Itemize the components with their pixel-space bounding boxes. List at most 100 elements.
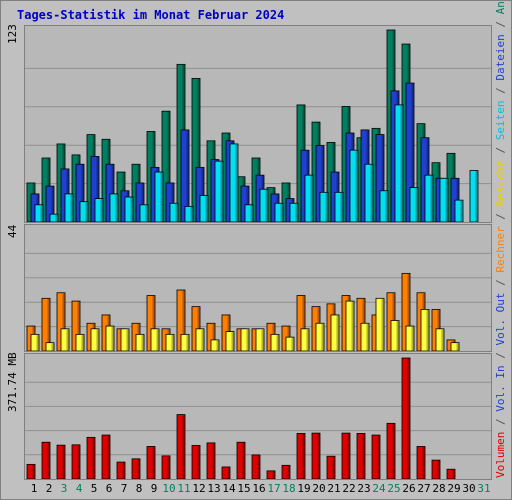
bar-shade xyxy=(47,442,50,479)
bar-seiten-day-22 xyxy=(349,149,359,222)
volume-panel xyxy=(24,353,492,480)
bar-shade xyxy=(437,460,440,479)
bar-seiten-day-19 xyxy=(304,174,314,222)
bar-volumen-day-28 xyxy=(431,459,441,479)
x-axis-day-labels: 1 2 3 4 5 6 7 8 9 10 11 12 13 14 15 16 17 18 19 20 21 22 23 24 2… xyxy=(24,482,491,496)
bar-shade xyxy=(51,186,54,222)
bar-shade xyxy=(81,164,84,222)
bar-volumen-day-3 xyxy=(56,444,66,479)
bar-shade xyxy=(400,105,403,222)
x-tick-label: 7 xyxy=(120,482,128,495)
legend-item: / xyxy=(494,206,507,227)
bar-volumen-day-23 xyxy=(356,433,366,479)
bar-besuche-day-4 xyxy=(75,333,85,351)
bar-volumen-day-5 xyxy=(86,436,96,479)
bar-shade xyxy=(231,332,234,351)
bar-shade xyxy=(115,194,118,222)
bar-shade xyxy=(246,329,249,351)
bar-besuche-day-24 xyxy=(375,297,385,351)
legend-item: Seiten xyxy=(494,100,507,141)
bar-besuche-day-1 xyxy=(30,333,40,351)
bar-shade xyxy=(430,175,433,222)
x-tick-label: 30 xyxy=(462,482,476,495)
bar-volumen-day-25 xyxy=(386,422,396,479)
bar-shade xyxy=(70,194,73,222)
bar-rechner-day-2 xyxy=(41,297,51,351)
bar-shade xyxy=(201,329,204,351)
bar-rechner-day-3 xyxy=(56,292,66,351)
bar-seiten-day-27 xyxy=(424,174,434,222)
bar-dateien-day-12 xyxy=(195,166,205,222)
x-tick-label: 28 xyxy=(432,482,446,495)
bar-besuche-day-14 xyxy=(225,331,235,351)
chart-title: Tages-Statistik im Monat Februar 2024 xyxy=(17,8,285,22)
bar-seiten-day-9 xyxy=(154,171,164,222)
bar-shade xyxy=(460,200,463,222)
bar-shade xyxy=(167,111,170,222)
bar-dateien-day-5 xyxy=(90,156,100,222)
bar-shade xyxy=(257,455,260,479)
bar-dateien-day-20 xyxy=(315,145,325,222)
legend-item: / xyxy=(494,14,507,35)
bar-besuche-day-10 xyxy=(165,333,175,351)
bar-volumen-day-1 xyxy=(26,463,36,479)
bar-shade xyxy=(77,301,80,351)
bar-seiten-day-14 xyxy=(229,143,239,222)
legend-item: / xyxy=(494,411,507,432)
bar-seiten-day-15 xyxy=(244,204,254,222)
bar-dateien-day-8 xyxy=(135,182,145,222)
bar-shade xyxy=(160,172,163,222)
bar-rechner-day-13 xyxy=(206,322,216,351)
bar-shade xyxy=(145,205,148,222)
x-tick-label: 24 xyxy=(372,482,386,495)
bar-shade xyxy=(152,446,155,479)
bar-shade xyxy=(445,178,448,222)
bar-shade xyxy=(96,156,99,222)
bar-shade xyxy=(81,334,84,351)
bar-shade xyxy=(205,195,208,222)
bar-shade xyxy=(452,469,455,479)
legend-item: Vol. In xyxy=(494,365,507,412)
bar-shade xyxy=(295,203,298,222)
bar-shade xyxy=(302,433,305,479)
bar-shade xyxy=(366,323,369,351)
bar-seiten-day-16 xyxy=(259,188,269,222)
x-tick-label: 20 xyxy=(312,482,326,495)
x-tick-label: 21 xyxy=(327,482,341,495)
visits-chart xyxy=(25,252,491,351)
bar-shade xyxy=(362,433,365,479)
bar-volumen-day-27 xyxy=(416,446,426,479)
bar-shade xyxy=(246,186,249,222)
bar-shade xyxy=(392,423,395,479)
bar-shade xyxy=(235,144,238,222)
x-tick-label: 12 xyxy=(192,482,206,495)
bar-shade xyxy=(456,343,459,351)
x-tick-label: 19 xyxy=(297,482,311,495)
bar-shade xyxy=(287,465,290,479)
bar-shade xyxy=(306,329,309,351)
bar-besuche-day-5 xyxy=(90,328,100,351)
bar-besuche-day-6 xyxy=(105,325,115,351)
bar-shade xyxy=(137,459,140,479)
bar-seiten-day-2 xyxy=(49,213,59,222)
bar-shade xyxy=(66,329,69,351)
bar-shade xyxy=(351,301,354,351)
bar-shade xyxy=(385,191,388,222)
bar-seiten-day-24 xyxy=(379,190,389,222)
bar-shade xyxy=(62,445,65,479)
bar-besuche-day-23 xyxy=(360,322,370,351)
bar-shade xyxy=(396,321,399,351)
bar-shade xyxy=(310,175,313,222)
x-tick-label: 13 xyxy=(207,482,221,495)
bar-volumen-day-24 xyxy=(371,434,381,479)
bar-besuche-day-21 xyxy=(330,314,340,351)
bar-besuche-day-22 xyxy=(345,300,355,351)
legend-item: Rechner xyxy=(494,226,507,273)
bar-shade xyxy=(130,197,133,222)
x-tick-label: 15 xyxy=(237,482,251,495)
bar-besuche-day-17 xyxy=(270,333,280,351)
x-tick-label: 31 xyxy=(477,482,491,495)
bar-shade xyxy=(186,334,189,351)
bar-volumen-day-15 xyxy=(236,441,246,479)
bar-shade xyxy=(175,203,178,222)
